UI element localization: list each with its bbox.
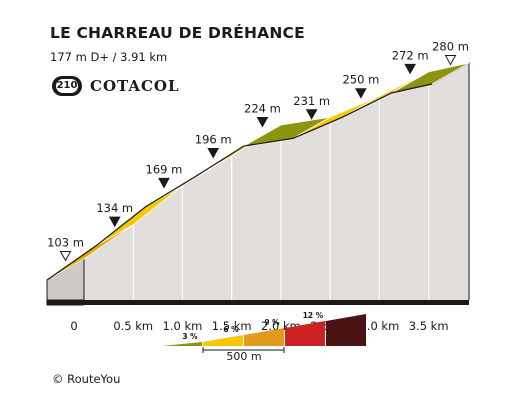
legend-label: 9 % [264,318,280,327]
cotacol-number-badge: 210 [52,76,82,96]
profile-top-surface [46,62,470,281]
legend-swatch [326,314,366,346]
elevation-marker [158,177,170,189]
gradient-legend: 3 % 6 % 9 % 12 % 500 m [162,311,366,363]
elevation-marker [207,148,220,159]
profile-base [47,300,469,305]
profile-side-face [84,63,469,300]
elevation-label: 134 m [96,201,133,215]
climb-stats: 177 m D+ / 3.91 km [50,50,168,64]
elevation-markers: 103 m 134 m 169 m 196 m 224 m 231 m 250 m 272 m… [47,40,469,262]
legend-label: 3 % [182,332,198,341]
chart-title: LE CHARREAU DE DRÉHANCE [50,24,305,42]
elevation-label: 272 m [392,48,429,62]
x-tick-label: 3.0 km [359,319,399,333]
x-tick-label: 1.5 km [212,319,252,333]
elevation-marker [404,63,416,75]
profile-body [46,62,470,306]
elevation-label: 103 m [47,236,84,250]
elevation-label: 250 m [342,73,379,87]
elevation-marker [444,55,457,66]
x-tick-label: 0.5 km [113,319,153,333]
elevation-label: 224 m [244,102,281,116]
profile-front-edge [46,83,433,281]
elevation-label: 280 m [432,40,469,54]
profile-base-corner [46,280,84,306]
elevation-marker [305,109,318,120]
elevation-marker [108,216,121,228]
elevation-label: 231 m [293,94,330,108]
legend-label: 12 % [303,311,324,320]
x-tick-label: 0 [70,319,77,333]
profile-front-block [46,258,85,301]
x-axis: 00.5 km1.0 km1.5 km2.0 km2.5 km3.0 km3.5… [70,319,448,333]
elevation-marker [256,117,269,128]
scale-bar-label: 500 m [226,350,261,363]
legend-swatch [162,342,202,346]
x-tick-label: 1.0 km [163,319,203,333]
elevation-marker [355,88,367,99]
legend-swatch [244,328,284,346]
elevation-label: 169 m [146,162,183,176]
legend-label: 6 % [223,325,239,334]
elevation-label: 196 m [195,133,232,147]
legend-swatch [203,335,243,346]
cotacol-number: 210 [56,79,78,93]
legend-swatch [285,321,325,346]
elevation-marker [59,251,72,262]
cotacol-logo-text: COTACOL [90,77,180,95]
x-tick-label: 3.5 km [409,319,449,333]
copyright-notice: © RouteYou [52,372,121,386]
